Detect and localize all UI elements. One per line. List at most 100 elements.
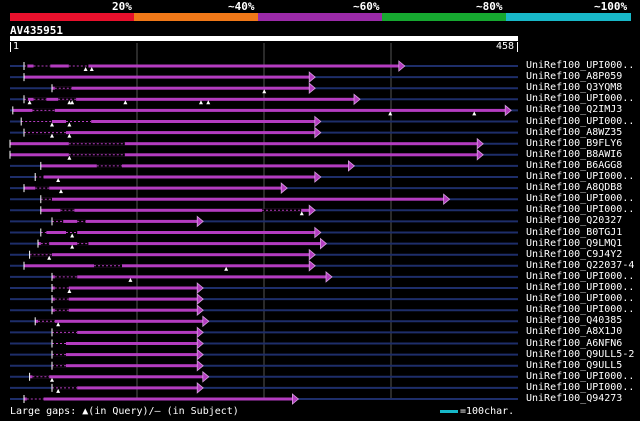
hit-end-arrow <box>314 126 322 139</box>
query-gap-marker <box>299 211 304 216</box>
hit-bar <box>40 231 317 234</box>
query-gap-marker <box>123 100 128 105</box>
scale-swatch-icon <box>440 409 458 413</box>
query-gap-marker <box>224 266 229 271</box>
hit-end-arrow <box>398 60 406 72</box>
query-gap-marker <box>58 189 63 194</box>
hit-bar <box>52 86 312 90</box>
hit-bar <box>10 153 480 157</box>
query-gap-marker <box>388 111 393 116</box>
hit-label[interactable]: UniRef100_C9J4Y2 <box>526 248 623 260</box>
hit-gap <box>60 208 75 212</box>
hit-gap <box>29 253 52 257</box>
hit-label[interactable]: UniRef100_A8QDB8 <box>526 182 623 194</box>
hit-bar <box>52 386 200 390</box>
hit-label[interactable]: UniRef100_UPI000.. <box>526 270 635 282</box>
hit-label[interactable]: UniRef100_UPI000.. <box>526 93 635 105</box>
hit-bar <box>24 186 284 190</box>
hit-gap <box>54 275 78 279</box>
hit-bar <box>35 319 205 323</box>
hit-label[interactable]: UniRef100_UPI000.. <box>526 171 635 182</box>
query-gap-marker <box>50 122 54 127</box>
hit-bar <box>12 108 508 112</box>
hit-end-arrow <box>319 237 328 250</box>
query-gap-marker <box>27 100 32 105</box>
hit-end-arrow <box>308 82 316 95</box>
hit-bar <box>40 164 351 168</box>
large-gaps-legend: Large gaps: ▲(in Query)/– (in Subject) <box>10 406 239 417</box>
hit-bar <box>24 75 312 79</box>
hit-end-arrow <box>196 337 204 350</box>
query-gap-marker <box>67 122 72 127</box>
hit-label[interactable]: UniRef100_UPI000.. <box>526 370 635 382</box>
query-gap-marker <box>50 133 54 138</box>
query-gap-marker <box>67 100 72 105</box>
hit-label[interactable]: UniRef100_UPI000.. <box>526 282 635 293</box>
hit-label[interactable]: UniRef100_Q40385 <box>526 315 623 327</box>
hit-end-arrow <box>196 359 204 372</box>
hit-label[interactable]: UniRef100_UPI000.. <box>526 381 635 393</box>
hit-end-arrow <box>325 271 333 283</box>
hit-bar <box>24 264 312 268</box>
hit-end-arrow <box>291 393 300 405</box>
hit-label[interactable]: UniRef100_Q9LMQ1 <box>526 237 623 249</box>
hit-label[interactable]: UniRef100_A8WZ35 <box>526 126 623 138</box>
scale-label-100: ~100% <box>594 0 628 13</box>
hit-label[interactable]: UniRef100_Q2IMJ3 <box>526 104 623 116</box>
hit-gap <box>54 308 69 312</box>
hit-label[interactable]: UniRef100_B8AWI6 <box>526 148 623 160</box>
hit-gap <box>52 364 66 368</box>
hit-end-arrow <box>196 215 204 228</box>
hit-label[interactable]: UniRef100_B0TGJ1 <box>526 226 623 238</box>
hit-bar <box>24 131 317 135</box>
hit-end-arrow <box>308 71 316 83</box>
hit-gap <box>32 108 55 112</box>
hit-label[interactable]: UniRef100_UPI000.. <box>526 304 635 316</box>
hit-bar <box>24 397 295 401</box>
query-gap-marker <box>128 277 133 282</box>
scale-segment-20 <box>10 13 134 21</box>
hit-label[interactable]: UniRef100_UPI000.. <box>526 293 635 305</box>
hit-gap <box>33 97 47 101</box>
scale-label-40: ~40% <box>228 0 255 13</box>
query-id: AV435951 <box>10 24 63 37</box>
query-start: 1 <box>13 41 20 52</box>
query-gap-marker <box>472 111 477 116</box>
hit-end-arrow <box>504 104 512 117</box>
hit-label[interactable]: UniRef100_UPI000.. <box>526 193 635 205</box>
hit-gap <box>54 297 69 301</box>
hit-label[interactable]: UniRef100_A8P059 <box>526 71 623 83</box>
hit-gap <box>21 120 52 123</box>
hit-label[interactable]: UniRef100_UPI000.. <box>526 204 635 216</box>
hit-bar <box>52 364 200 368</box>
hit-label[interactable]: UniRef100_Q9ULL5-2 <box>526 348 635 360</box>
hit-end-arrow <box>347 160 356 172</box>
hit-label[interactable]: UniRef100_Q94273 <box>526 393 623 404</box>
hit-gap <box>40 231 47 234</box>
hit-bar <box>35 175 317 179</box>
query-gap-marker <box>89 67 94 71</box>
hit-label[interactable]: UniRef100_Q22037-4 <box>526 259 635 271</box>
hit-end-arrow <box>196 326 204 339</box>
hit-bar <box>10 142 480 146</box>
hit-label[interactable]: UniRef100_B6AGG8 <box>526 159 623 171</box>
subject-gap-text: /– (in Subject) <box>148 406 239 417</box>
query-gap-marker <box>70 233 75 238</box>
hit-label[interactable]: UniRef100_Q9ULL5 <box>526 359 623 371</box>
hit-label[interactable]: UniRef100_UPI000.. <box>526 115 635 127</box>
identity-scale: 20% ~40% ~60% ~80% ~100% <box>10 0 631 22</box>
hit-label[interactable]: UniRef100_B9FLY6 <box>526 137 623 149</box>
hit-label[interactable]: UniRef100_Q3YQM8 <box>526 82 623 94</box>
hit-label[interactable]: UniRef100_A8X1J0 <box>526 326 623 338</box>
hit-end-arrow <box>476 137 484 150</box>
hit-bar <box>24 97 356 101</box>
hit-label[interactable]: UniRef100_A6NFN6 <box>526 337 623 349</box>
query-gap-marker <box>56 388 61 393</box>
hit-label[interactable]: UniRef100_Q20327 <box>526 215 623 227</box>
hit-label[interactable]: UniRef100_UPI000.. <box>526 60 635 71</box>
scale-segment-100 <box>506 13 631 21</box>
query-gap-marker <box>206 100 211 105</box>
scale-segment-80 <box>382 13 506 21</box>
hit-end-arrow <box>196 304 204 317</box>
hit-gap <box>262 208 302 212</box>
